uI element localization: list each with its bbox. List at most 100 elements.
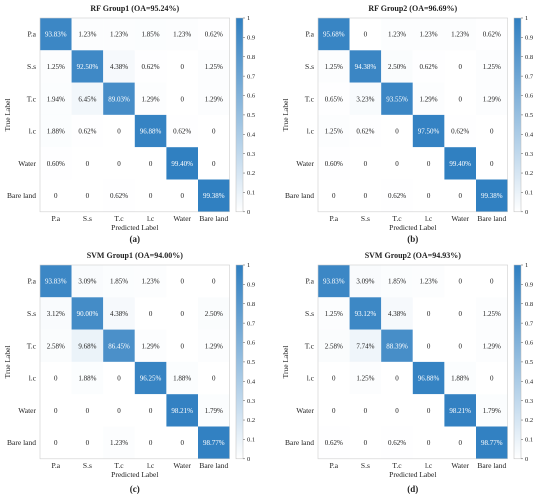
colorbar-tick-label: 1: [247, 15, 250, 22]
x-tick-label: P.a: [52, 461, 61, 470]
cell-value-label: 1.88%: [47, 128, 65, 136]
heatmap-cell: [381, 426, 413, 459]
cell-value-label: 0: [149, 439, 153, 447]
heatmap-cell: [349, 297, 382, 330]
y-tick-label: P.a: [27, 277, 36, 286]
y-axis-label: True Label: [281, 98, 290, 131]
y-tick-label: Water: [296, 406, 314, 415]
heatmap-cell: [134, 114, 167, 148]
y-axis-label: True Label: [3, 98, 12, 131]
confusion-matrix-panel: SVM Group2 (OA=94.93%) 93.83% 3.09% 1.85% 1.…: [281, 251, 534, 494]
cell-value-label: 0: [54, 192, 58, 200]
cell-value-label: 0: [332, 192, 336, 200]
cell-value-label: 0: [427, 192, 431, 200]
cell-value-label: 0.60%: [325, 160, 343, 168]
y-tick-label: Water: [18, 406, 36, 415]
heatmap-cell: [444, 50, 476, 83]
cell-value-label: 0: [54, 375, 58, 383]
heatmap-cell: [71, 147, 104, 180]
colorbar-tick-label: 0.1: [525, 437, 533, 444]
cell-value-label: 98.77%: [203, 439, 225, 447]
heatmap-cell: [381, 179, 413, 212]
cell-value-label: 1.79%: [483, 407, 501, 415]
cell-value-label: 1.23%: [110, 439, 128, 447]
cell-value-label: 2.50%: [205, 310, 223, 318]
cell-value-label: 1.25%: [356, 375, 374, 383]
cell-value-label: 4.38%: [110, 310, 128, 318]
heatmap-cell: [444, 329, 476, 362]
cell-value-label: 1.23%: [110, 31, 128, 39]
colorbar-tick-label: 1: [525, 15, 528, 22]
heatmap-cell: [198, 18, 230, 51]
heatmap-cell: [134, 426, 167, 459]
x-tick-label: Bare land: [199, 214, 228, 223]
y-tick-label: l.c: [307, 374, 315, 383]
heatmap-cell: [198, 147, 230, 180]
heatmap-cell: [349, 147, 382, 180]
heatmap-cell: [71, 82, 104, 115]
cell-value-label: 0: [490, 278, 494, 286]
x-tick-label: l.c: [147, 461, 155, 470]
heatmap-cell: [103, 426, 135, 459]
colorbar-tick-label: 0.4: [525, 378, 534, 385]
x-tick-label: T.c: [392, 214, 402, 223]
heatmap-cell: [198, 50, 230, 83]
heatmap-cell: [166, 265, 198, 298]
cell-value-label: 0.62%: [110, 192, 128, 200]
cell-value-label: 0.62%: [205, 31, 223, 39]
cell-value-label: 0: [364, 407, 368, 415]
cell-value-label: 0: [364, 160, 368, 168]
heatmap-cell: [318, 82, 350, 115]
heatmap-cell: [71, 361, 104, 395]
cell-value-label: 0: [427, 407, 431, 415]
heatmap-cell: [166, 18, 198, 51]
heatmap-cell: [71, 114, 104, 148]
heatmap-cell: [444, 394, 476, 427]
cell-value-label: 0: [180, 278, 184, 286]
cell-value-label: 2.50%: [388, 63, 406, 71]
heatmap-cell: [476, 114, 508, 148]
heatmap-cell: [166, 297, 198, 330]
heatmap-cell: [444, 361, 476, 395]
heatmap-cell: [476, 265, 508, 298]
cell-value-label: 1.23%: [388, 31, 406, 39]
cell-value-label: 1.25%: [325, 310, 343, 318]
cell-value-label: 0: [490, 128, 494, 136]
cell-value-label: 0: [54, 407, 58, 415]
colorbar-tick-label: 0.8: [525, 54, 533, 61]
cell-value-label: 4.38%: [110, 63, 128, 71]
cell-value-label: 99.38%: [481, 192, 503, 200]
heatmap-cell: [134, 394, 167, 427]
cell-value-label: 1.29%: [483, 342, 501, 350]
x-tick-label: T.c: [114, 461, 124, 470]
heatmap-cell: [381, 265, 413, 298]
x-axis-label: Predicted Label: [389, 470, 436, 479]
cell-value-label: 0: [180, 310, 184, 318]
heatmap-cell: [349, 114, 382, 148]
x-tick-label: S.s: [83, 214, 92, 223]
x-tick-label: l.c: [425, 461, 433, 470]
colorbar: [513, 17, 522, 213]
colorbar-tick-label: 0.8: [247, 54, 255, 61]
plot-frame: [39, 17, 230, 213]
y-tick-label: Bare land: [7, 438, 36, 447]
colorbar-tick-label: 0.9: [525, 35, 533, 42]
cell-value-label: 3.09%: [356, 278, 374, 286]
heatmap-cell: [381, 147, 413, 180]
heatmap-cell: [198, 297, 230, 330]
heatmap-cell: [134, 297, 167, 330]
heatmap-cell: [40, 18, 72, 51]
colorbar-tick-label: 0.5: [525, 112, 533, 119]
colorbar-tick-label: 0: [525, 456, 528, 463]
cell-value-label: 4.38%: [388, 310, 406, 318]
heatmap-cell: [318, 50, 350, 83]
x-tick-label: P.a: [330, 461, 339, 470]
cell-value-label: 1.23%: [420, 31, 438, 39]
cell-value-label: 0: [332, 407, 336, 415]
heatmap-cell: [103, 18, 135, 51]
cell-value-label: 93.12%: [355, 310, 377, 318]
heatmap-cell: [412, 82, 445, 115]
colorbar-tick-label: 0.3: [525, 151, 533, 158]
heatmap-cell: [40, 297, 72, 330]
cell-value-label: 0.62%: [388, 192, 406, 200]
